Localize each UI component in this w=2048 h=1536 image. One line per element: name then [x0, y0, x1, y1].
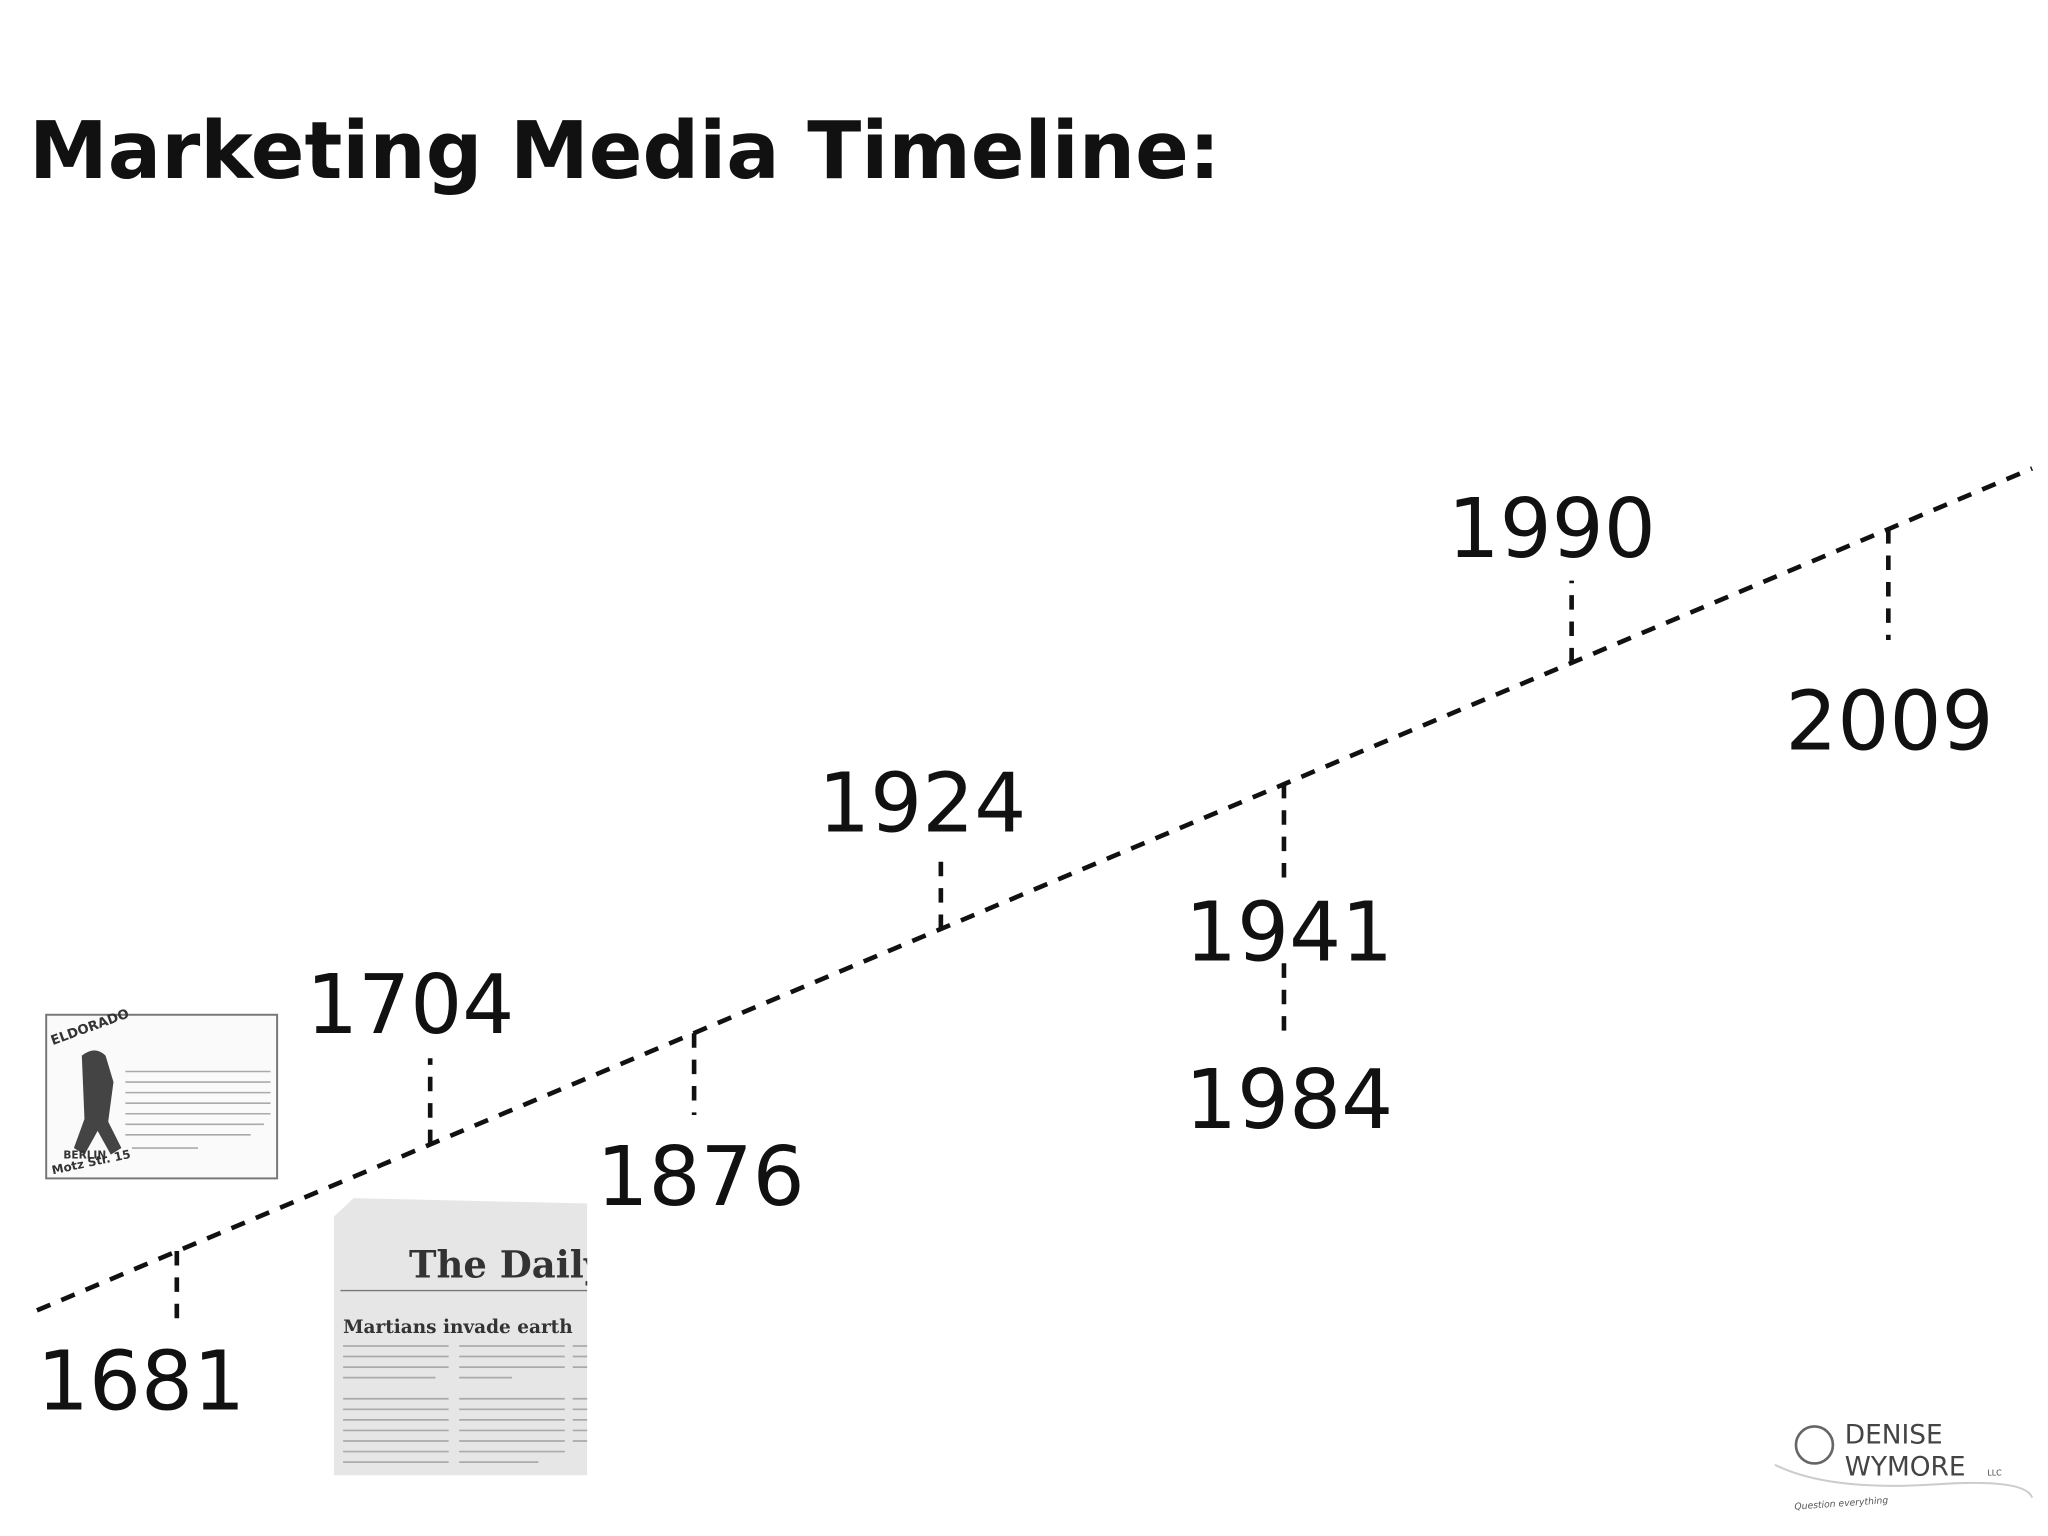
poster-figure — [73, 1050, 122, 1155]
event-year: 1990 — [1448, 482, 1656, 577]
newspaper-sheet — [333, 1198, 588, 1476]
event-year: 2009 — [1785, 675, 1993, 770]
event-year: 1984 — [1185, 1053, 1393, 1148]
logo: DENISE WYMORE LLC Question everything — [1774, 1421, 2034, 1513]
poster: ELDORADO BERLIN Motz Str. 15 — [45, 1007, 279, 1180]
poster-city: BERLIN — [63, 1150, 106, 1162]
event-year: 1681 — [37, 1334, 245, 1429]
poster-text-lines — [125, 1070, 271, 1149]
newspaper-headline: Martians invade earth — [343, 1317, 573, 1338]
newspaper-masthead: The Daily W — [409, 1242, 660, 1286]
timeline-axis — [36, 466, 2034, 1313]
newspaper-columns — [343, 1345, 588, 1463]
event-year: 1941 — [1185, 886, 1393, 981]
title: Marketing Media Timeline: — [29, 105, 1220, 197]
event-year: 1704 — [306, 958, 514, 1053]
logo-tagline: Question everything — [1794, 1495, 1889, 1513]
event-year: 1924 — [818, 756, 1026, 851]
logo-first: DENISE — [1845, 1421, 1943, 1451]
event-year: 1876 — [596, 1130, 804, 1225]
logo-suffix: LLC — [1987, 1468, 2002, 1477]
logo-icon — [1794, 1425, 1835, 1465]
logo-last: WYMORE — [1845, 1452, 1966, 1482]
newspaper: The Daily W Martians invade earth — [333, 1198, 660, 1476]
